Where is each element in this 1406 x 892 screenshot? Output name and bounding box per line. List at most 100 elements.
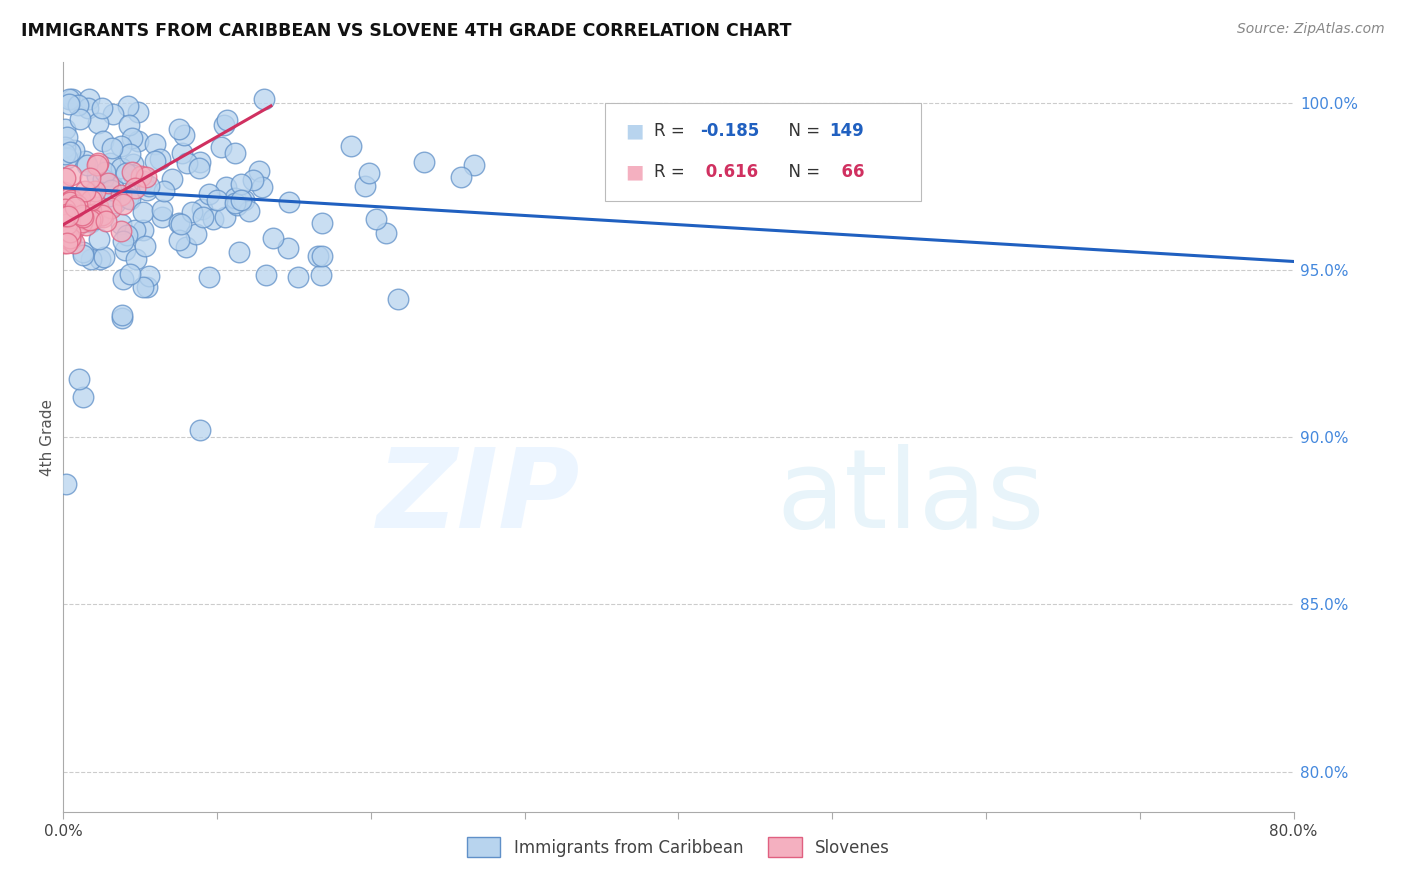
- Text: N =: N =: [778, 122, 825, 140]
- Point: [277, 194, 299, 209]
- Point: [353, 178, 375, 193]
- Point: [63, 199, 86, 213]
- Point: [87, 202, 110, 216]
- Point: [53, 195, 76, 210]
- Point: [229, 193, 252, 207]
- Point: [91, 134, 114, 148]
- Point: [110, 218, 132, 232]
- Point: [58, 225, 80, 239]
- Point: [53, 139, 76, 153]
- Point: [70, 208, 93, 222]
- Point: [86, 169, 108, 183]
- Point: [79, 211, 101, 226]
- Point: [73, 184, 96, 198]
- Point: [364, 211, 387, 226]
- Point: [167, 121, 190, 136]
- Point: [167, 233, 190, 247]
- Point: [110, 224, 132, 238]
- Legend: Immigrants from Caribbean, Slovenes: Immigrants from Caribbean, Slovenes: [460, 830, 897, 863]
- Point: [359, 165, 381, 179]
- Point: [120, 267, 142, 281]
- Point: [67, 97, 90, 112]
- Point: [90, 101, 112, 115]
- Point: [217, 112, 239, 127]
- Point: [136, 183, 159, 197]
- Point: [59, 216, 82, 230]
- Point: [60, 211, 83, 226]
- Point: [56, 209, 79, 223]
- Point: [250, 180, 273, 194]
- Point: [174, 240, 197, 254]
- Point: [70, 215, 93, 229]
- Point: [125, 252, 148, 266]
- Point: [138, 268, 160, 283]
- Text: IMMIGRANTS FROM CARIBBEAN VS SLOVENE 4TH GRADE CORRELATION CHART: IMMIGRANTS FROM CARIBBEAN VS SLOVENE 4TH…: [21, 22, 792, 40]
- Point: [120, 186, 142, 201]
- Point: [114, 244, 136, 258]
- Point: [79, 208, 101, 222]
- Point: [94, 214, 117, 228]
- Point: [143, 137, 166, 152]
- Point: [287, 270, 309, 285]
- Point: [93, 210, 115, 224]
- Point: [59, 216, 82, 230]
- Point: [111, 311, 134, 326]
- Point: [172, 145, 194, 160]
- Text: atlas: atlas: [776, 443, 1045, 550]
- Point: [205, 193, 228, 207]
- Point: [58, 96, 80, 111]
- Point: [84, 184, 107, 198]
- Point: [90, 208, 112, 222]
- Point: [229, 177, 252, 191]
- Point: [134, 239, 156, 253]
- Point: [87, 156, 110, 170]
- Point: [56, 151, 79, 165]
- Point: [60, 193, 83, 207]
- Point: [132, 223, 155, 237]
- Point: [53, 185, 76, 199]
- Point: [209, 140, 232, 154]
- Point: [93, 250, 115, 264]
- Point: [101, 178, 124, 193]
- Point: [80, 193, 103, 207]
- Point: [190, 202, 212, 217]
- Text: -0.185: -0.185: [700, 122, 759, 140]
- Point: [124, 222, 146, 236]
- Point: [53, 170, 76, 185]
- Point: [67, 217, 90, 231]
- Point: [55, 224, 77, 238]
- Text: 66: 66: [830, 163, 865, 181]
- Point: [110, 161, 132, 175]
- Point: [59, 194, 82, 209]
- Point: [100, 141, 122, 155]
- Point: [214, 210, 236, 224]
- Point: [72, 210, 94, 224]
- Point: [311, 215, 333, 229]
- Point: [63, 236, 86, 251]
- Point: [228, 244, 250, 259]
- Point: [153, 184, 176, 198]
- Point: [198, 186, 221, 201]
- Point: [58, 191, 80, 205]
- Point: [77, 213, 100, 227]
- Point: [135, 170, 157, 185]
- Point: [118, 118, 141, 132]
- Point: [121, 164, 143, 178]
- Point: [277, 241, 299, 255]
- Point: [55, 477, 77, 491]
- Point: [127, 134, 149, 148]
- Text: N =: N =: [778, 163, 825, 181]
- Point: [59, 233, 82, 247]
- Point: [75, 219, 97, 233]
- Point: [56, 218, 79, 232]
- Point: [53, 221, 76, 235]
- Text: R =: R =: [654, 163, 690, 181]
- Point: [53, 213, 76, 227]
- Point: [340, 139, 363, 153]
- Point: [101, 180, 124, 194]
- Point: [225, 197, 247, 211]
- Point: [91, 172, 114, 186]
- Point: [59, 145, 82, 160]
- Point: [100, 201, 122, 215]
- Point: [55, 207, 77, 221]
